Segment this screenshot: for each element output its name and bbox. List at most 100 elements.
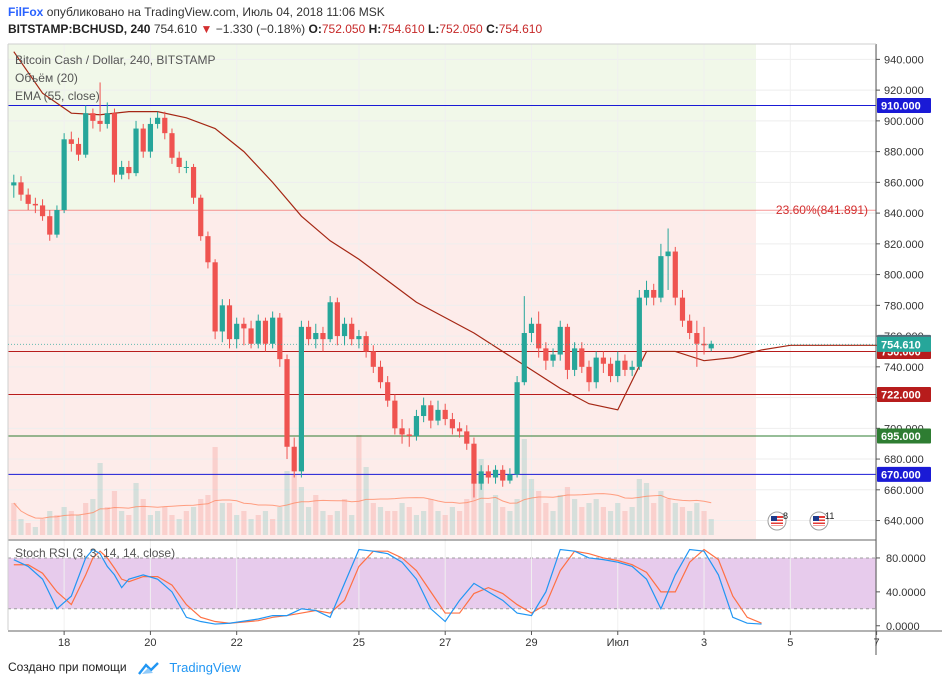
volume-bar <box>665 499 671 535</box>
candle-body <box>219 305 225 332</box>
volume-bar <box>83 503 89 535</box>
volume-bars <box>11 435 714 535</box>
time-tick-label: 18 <box>58 637 70 649</box>
candle-body <box>442 409 448 420</box>
volume-bar <box>464 499 470 535</box>
volume-bar <box>75 515 82 535</box>
price-tag-label: 670.000 <box>881 469 921 481</box>
candle-body <box>255 320 261 344</box>
candle-body <box>147 123 154 152</box>
candle-body <box>370 351 376 367</box>
open-label: O: <box>308 22 322 36</box>
symbol-name[interactable]: BITSTAMP:BCHUSD, 240 <box>8 22 151 36</box>
time-tick-label: 7 <box>874 637 880 649</box>
candle-body <box>514 382 520 475</box>
publisher-name[interactable]: FilFox <box>8 5 44 19</box>
price-axis[interactable]: 640.000660.000680.000700.000720.000740.0… <box>876 54 926 633</box>
volume-bar <box>694 503 700 535</box>
stoch-band <box>8 557 876 609</box>
volume-bar <box>543 503 549 535</box>
candle-body <box>456 428 463 432</box>
volume-bar <box>119 511 125 535</box>
tradingview-brand[interactable]: TradingView <box>169 660 241 676</box>
candle-body <box>205 236 211 263</box>
candle-body <box>658 256 664 298</box>
volume-bar <box>536 491 542 535</box>
price-tick-label: 920.000 <box>884 85 924 97</box>
candles <box>11 82 714 498</box>
economic-event-flag-icon[interactable]: 8 <box>767 511 788 531</box>
candle-body <box>399 428 405 435</box>
candle-body <box>126 166 132 174</box>
candle-body <box>543 348 549 361</box>
candle-body <box>356 336 362 340</box>
volume-bar <box>442 515 448 535</box>
candle-body <box>428 405 434 421</box>
candle-body <box>579 348 585 367</box>
candle-body <box>528 323 535 334</box>
change-arrow-icon: ▼ <box>200 22 213 36</box>
candle-body <box>234 323 240 340</box>
stoch-k-line <box>13 548 762 625</box>
candle-body <box>492 469 499 478</box>
volume-bar <box>500 507 506 535</box>
time-axis[interactable]: 18 20 22 25 27 29 Июл 3 5 7 <box>58 631 880 649</box>
volume-bar <box>212 447 218 535</box>
volume-bar <box>658 491 664 535</box>
volume-bar <box>356 435 362 535</box>
candle-body <box>643 289 650 298</box>
volume-bar <box>521 439 527 535</box>
volume-bar <box>32 527 38 535</box>
svg-text:11: 11 <box>825 511 834 521</box>
price-tag-label: 722.000 <box>881 389 921 401</box>
price-tags: 910.000750.000722.000695.000670.000755.9… <box>8 97 931 482</box>
candle-body <box>241 323 247 329</box>
publish-line: FilFox опубликовано на TradingView.com, … <box>8 5 385 19</box>
candle-body <box>500 469 506 481</box>
candle-body <box>363 336 369 352</box>
volume-bar <box>392 511 398 535</box>
volume-bar <box>406 507 412 535</box>
volume-bar <box>349 515 355 535</box>
candle-body <box>25 194 31 204</box>
volume-bar <box>629 507 635 535</box>
volume-bar <box>205 495 211 535</box>
volume-bar <box>313 495 319 535</box>
candle-body <box>629 366 635 370</box>
candle-body <box>90 113 96 121</box>
last-price: 754.610 <box>153 22 198 36</box>
volume-bar <box>234 515 240 535</box>
volume-bar <box>47 511 53 535</box>
time-tick-label: 22 <box>231 637 243 649</box>
volume-bar <box>241 511 247 535</box>
volume-bar <box>18 519 24 535</box>
price-tick-label: 860.000 <box>884 177 924 189</box>
price-tick-label: 800.000 <box>884 270 924 282</box>
chart-header: FilFox опубликовано на TradingView.com, … <box>0 0 942 40</box>
volume-bar <box>298 487 304 535</box>
low-value: 752.050 <box>439 22 483 36</box>
volume-bar <box>435 511 441 535</box>
candle-body <box>413 416 420 437</box>
candle-body <box>615 360 621 377</box>
economic-event-flag-icon[interactable]: 11 <box>809 511 834 531</box>
high-value: 754.610 <box>381 22 425 36</box>
volume-bar <box>377 507 384 535</box>
volume-bar <box>39 519 46 535</box>
price-tag-label: 695.000 <box>881 431 921 443</box>
volume-bar <box>485 503 491 535</box>
volume-bar <box>97 463 103 535</box>
price-tick-label: 780.000 <box>884 300 924 312</box>
volume-bar <box>550 511 556 535</box>
volume-bar <box>701 511 707 535</box>
volume-bar <box>68 511 74 535</box>
candle-body <box>176 157 182 167</box>
open-value: 752.050 <box>321 22 366 36</box>
volume-bar <box>615 503 621 535</box>
candle-body <box>636 297 642 367</box>
volume-bar <box>126 515 132 535</box>
stoch-tick-label: 80.0000 <box>886 553 926 565</box>
volume-bar <box>277 507 283 535</box>
volume-bar <box>90 499 96 535</box>
